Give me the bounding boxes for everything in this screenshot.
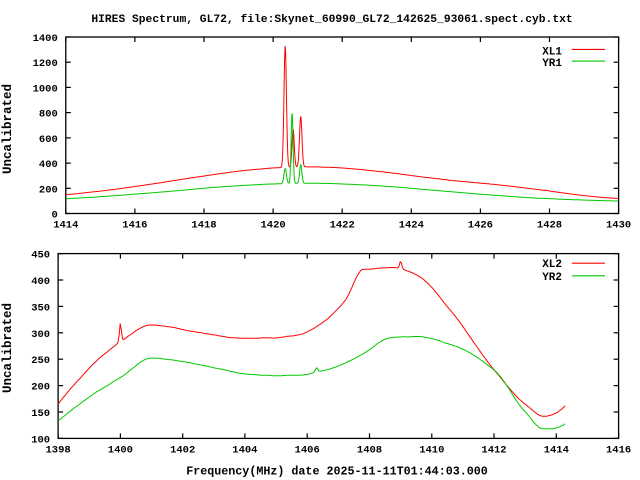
svg-text:1422: 1422 xyxy=(330,220,355,232)
svg-text:450: 450 xyxy=(31,250,50,262)
svg-text:Uncalibrated: Uncalibrated xyxy=(1,84,15,174)
svg-text:1408: 1408 xyxy=(357,444,382,456)
svg-text:0: 0 xyxy=(51,210,57,222)
svg-text:350: 350 xyxy=(31,302,50,314)
svg-text:200: 200 xyxy=(39,184,58,196)
svg-text:400: 400 xyxy=(39,159,58,171)
svg-text:1402: 1402 xyxy=(170,444,195,456)
svg-text:1404: 1404 xyxy=(232,444,257,456)
svg-text:1000: 1000 xyxy=(33,83,58,95)
svg-text:YR2: YR2 xyxy=(542,272,562,284)
svg-text:300: 300 xyxy=(31,329,50,341)
svg-text:1416: 1416 xyxy=(606,444,631,456)
svg-text:1418: 1418 xyxy=(191,220,216,232)
svg-text:1424: 1424 xyxy=(399,220,424,232)
svg-text:1410: 1410 xyxy=(419,444,444,456)
svg-text:1420: 1420 xyxy=(260,220,285,232)
svg-text:100: 100 xyxy=(31,434,50,446)
svg-text:250: 250 xyxy=(31,355,50,367)
svg-text:1426: 1426 xyxy=(468,220,493,232)
svg-text:400: 400 xyxy=(31,276,50,288)
svg-text:HIRES Spectrum, GL72, file:Sky: HIRES Spectrum, GL72, file:Skynet_60990_… xyxy=(91,14,572,26)
svg-text:1400: 1400 xyxy=(33,33,58,45)
svg-text:1200: 1200 xyxy=(33,58,58,70)
svg-text:1400: 1400 xyxy=(108,444,133,456)
svg-text:1416: 1416 xyxy=(122,220,147,232)
svg-text:Frequency(MHz) date 2025-11-11: Frequency(MHz) date 2025-11-11T01:44:03.… xyxy=(186,465,488,479)
svg-text:800: 800 xyxy=(39,109,58,121)
svg-text:XL1: XL1 xyxy=(542,47,562,59)
svg-text:200: 200 xyxy=(31,382,50,394)
svg-text:1406: 1406 xyxy=(295,444,320,456)
svg-text:600: 600 xyxy=(39,134,58,146)
svg-text:1414: 1414 xyxy=(544,444,569,456)
svg-text:1412: 1412 xyxy=(481,444,506,456)
svg-text:XL2: XL2 xyxy=(542,259,562,271)
svg-text:Uncalibrated: Uncalibrated xyxy=(1,303,15,393)
svg-text:1428: 1428 xyxy=(537,220,562,232)
svg-text:1430: 1430 xyxy=(606,220,631,232)
svg-text:150: 150 xyxy=(31,408,50,420)
svg-text:YR1: YR1 xyxy=(542,58,562,70)
